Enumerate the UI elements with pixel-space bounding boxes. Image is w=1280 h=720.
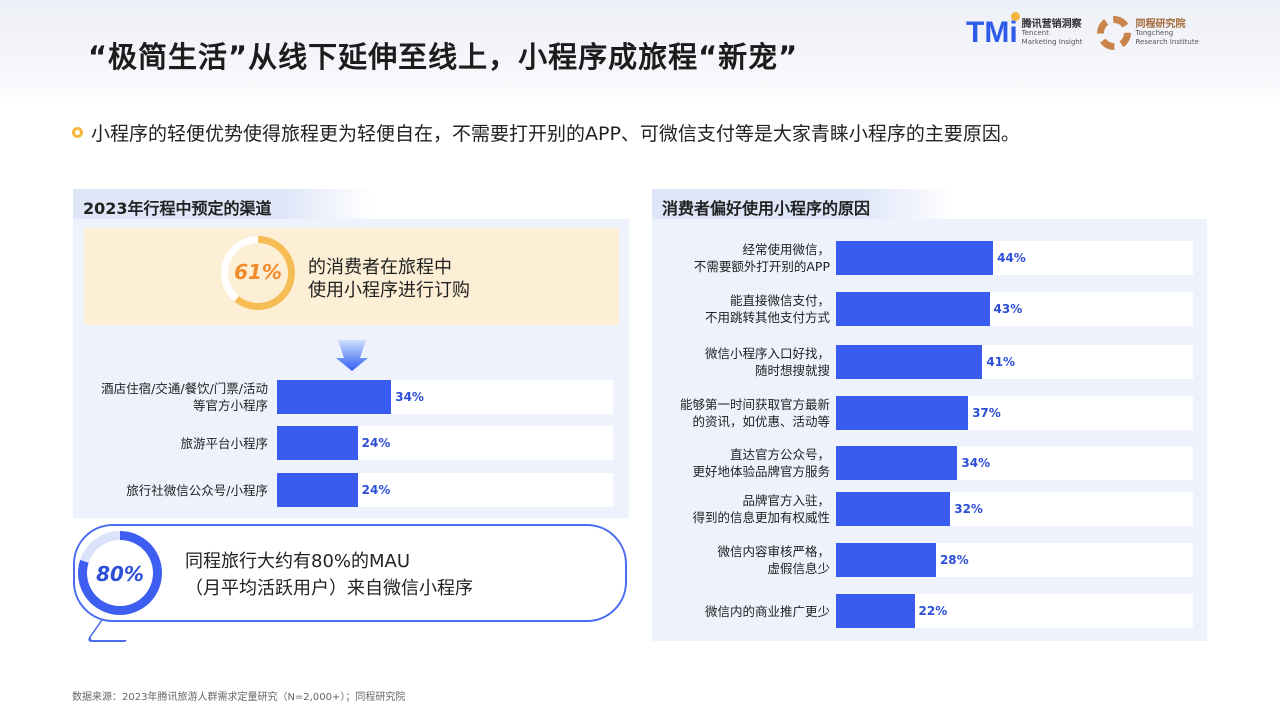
bar-label-line: 能够第一时间获取官方最新 xyxy=(679,397,830,412)
bar-label-line: 能直接微信支付， xyxy=(729,293,830,308)
bar-label-line: 品牌官方入驻， xyxy=(742,493,830,508)
tmi-logo: TMi 腾讯营销洞察 Tencent Marketing Insight xyxy=(966,12,1083,50)
bar xyxy=(277,380,392,414)
bar-value-label: 41% xyxy=(986,355,1016,369)
summary-bullet: 小程序的轻便优势使得旅程更为轻便自在，不需要打开别的APP、可微信支付等是大家青… xyxy=(72,119,1020,146)
bar-label: 旅行社微信公众号/小程序 xyxy=(8,482,268,499)
bar-track: 24% xyxy=(277,426,613,460)
bar-value-label: 34% xyxy=(395,390,424,404)
bar-label: 品牌官方入驻， 得到的信息更加有权威性 xyxy=(570,492,830,526)
bar-value-label: 34% xyxy=(961,456,991,470)
bar-track: 28% xyxy=(836,543,1193,577)
bar-label: 能直接微信支付， 不用跳转其他支付方式 xyxy=(570,292,830,326)
bar-track: 44% xyxy=(836,241,1193,275)
tmi-en2: Marketing Insight xyxy=(1021,37,1083,46)
bar-label-line: 微信内容审核严格， xyxy=(717,544,830,559)
tongcheng-en1: Tongcheng xyxy=(1135,28,1174,37)
donut-80: 80% xyxy=(78,531,162,615)
bar-label-line: 的资讯，如优惠、活动等 xyxy=(692,414,830,429)
bar xyxy=(836,594,915,628)
tmi-en1: Tencent xyxy=(1021,28,1049,37)
bar-label: 经常使用微信， 不需要额外打开别的APP xyxy=(570,241,830,275)
bar-label-line: 经常使用微信， xyxy=(742,242,830,257)
arrow-down-icon xyxy=(336,340,368,371)
bubble-text: 同程旅行大约有80%的MAU （月平均活跃用户）来自微信小程序 xyxy=(185,548,473,602)
bar-label: 微信内容审核严格， 虚假信息少 xyxy=(570,543,830,577)
bar-label: 微信小程序入口好找， 随时想搜就搜 xyxy=(570,345,830,379)
bar-track: 32% xyxy=(836,492,1193,526)
bar xyxy=(836,292,990,326)
donut-61: 61% xyxy=(221,236,295,310)
bar-value-label: 24% xyxy=(361,436,391,450)
left-section-header: 2023年行程中预定的渠道 xyxy=(73,189,373,219)
mau-bubble xyxy=(73,524,627,622)
bar-track: 43% xyxy=(836,292,1193,326)
tongcheng-logo-icon xyxy=(1096,16,1131,50)
bar xyxy=(836,492,951,526)
bar-label-line: 旅行社微信公众号/小程序 xyxy=(126,482,268,498)
bar-value-label: 24% xyxy=(361,483,391,497)
bar-value-label: 22% xyxy=(918,604,948,618)
bar-value-label: 43% xyxy=(993,302,1023,316)
tongcheng-en2: Research Institute xyxy=(1135,37,1199,46)
bar-label-line: 直达官方公众号， xyxy=(729,447,830,462)
bar xyxy=(277,426,358,460)
bubble-line2: （月平均活跃用户）来自微信小程序 xyxy=(185,578,473,599)
right-panel xyxy=(652,219,1207,641)
bar-label: 微信内的商业推广更少 xyxy=(570,603,830,620)
bar-label-line: 得到的信息更加有权威性 xyxy=(692,510,830,525)
bar-label-line: 不用跳转其他支付方式 xyxy=(704,310,830,325)
logos: TMi 腾讯营销洞察 Tencent Marketing Insight 同程研究院… xyxy=(966,12,1199,50)
bar-value-label: 44% xyxy=(997,251,1026,265)
right-section-header: 消费者偏好使用小程序的原因 xyxy=(652,189,952,219)
bar-label-line: 等官方小程序 xyxy=(192,398,268,413)
tmi-cn: 腾讯营销洞察 xyxy=(1021,18,1082,30)
bar-label: 酒店住宿/交通/餐饮/门票/活动等官方小程序 xyxy=(8,380,268,414)
bubble-line1: 同程旅行大约有80%的MAU xyxy=(185,551,411,572)
bar xyxy=(836,543,936,577)
source-footer: 数据来源：2023年腾讯旅游人群需求定量研究（N=2,000+）；同程研究院 xyxy=(72,692,406,703)
bar-label-line: 虚假信息少 xyxy=(767,561,830,576)
bar-label: 直达官方公众号， 更好地体验品牌官方服务 xyxy=(570,446,830,480)
bar-track: 37% xyxy=(836,396,1193,430)
bar-label-line: 更好地体验品牌官方服务 xyxy=(692,464,830,479)
bar xyxy=(836,396,969,430)
donut-61-value: 61% xyxy=(234,260,282,284)
bar xyxy=(836,241,994,275)
bar xyxy=(277,473,358,507)
highlight-text: 的消费者在旅程中 使用小程序进行订购 xyxy=(308,256,470,302)
bar-label: 旅游平台小程序 xyxy=(8,435,268,452)
bar-value-label: 32% xyxy=(954,502,983,516)
bar xyxy=(836,345,983,379)
bullet-dot-icon xyxy=(72,127,83,138)
bar-value-label: 28% xyxy=(939,553,969,567)
highlight-line1: 的消费者在旅程中 xyxy=(308,257,452,278)
bar-label-line: 随时想搜就搜 xyxy=(754,363,830,378)
bar xyxy=(836,446,958,480)
page-title: “极简生活”从线下延伸至线上，小程序成旅程“新宠” xyxy=(88,40,799,74)
highlight-box xyxy=(84,228,619,325)
summary-text: 小程序的轻便优势使得旅程更为轻便自在，不需要打开别的APP、可微信支付等是大家青… xyxy=(91,123,1020,145)
bar-label-line: 微信小程序入口好找， xyxy=(704,346,830,361)
bar-value-label: 37% xyxy=(972,406,1001,420)
highlight-line2: 使用小程序进行订购 xyxy=(308,280,470,301)
tongcheng-logo: 同程研究院 Tongcheng Research Institute xyxy=(1096,16,1199,50)
tmi-logo-mark: TMi xyxy=(966,12,1020,50)
bar-track: 24% xyxy=(277,473,613,507)
bar-track: 34% xyxy=(277,380,613,414)
bar-label-line: 微信内的商业推广更少 xyxy=(704,603,830,619)
donut-80-value: 80% xyxy=(96,562,144,586)
header-background xyxy=(0,0,1280,105)
bar-track: 41% xyxy=(836,345,1193,379)
bar-track: 22% xyxy=(836,594,1193,628)
bar-track: 34% xyxy=(836,446,1193,480)
bar-label-line: 酒店住宿/交通/餐饮/门票/活动 xyxy=(101,381,268,396)
bar-label-line: 不需要额外打开别的APP xyxy=(693,259,830,274)
bar-label: 能够第一时间获取官方最新的资讯，如优惠、活动等 xyxy=(570,396,830,430)
bar-label-line: 旅游平台小程序 xyxy=(180,435,268,451)
tongcheng-cn: 同程研究院 xyxy=(1135,18,1186,30)
